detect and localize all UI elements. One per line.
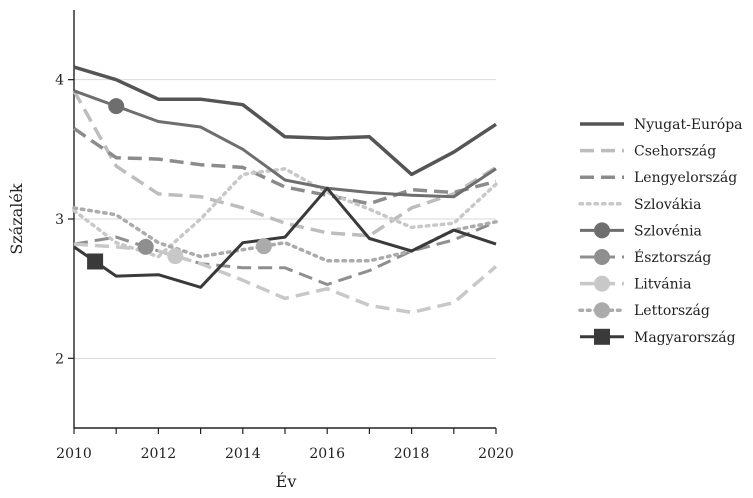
y-tick-label: 4 <box>55 73 64 89</box>
series-line-8 <box>73 186 497 289</box>
x-tick-label: 2018 <box>394 446 430 462</box>
x-tick-label: 2012 <box>141 446 177 462</box>
series-marker-square <box>87 253 104 270</box>
series-line-4 <box>73 89 497 199</box>
x-tick-label: 2014 <box>225 446 261 462</box>
axes: 2 3 4 2010 2012 2014 2016 2018 2020 <box>55 10 514 462</box>
y-tick-label: 3 <box>55 212 64 228</box>
legend-label: Litvánia <box>634 277 692 293</box>
legend-label: Magyarország <box>634 330 736 346</box>
x-tick-label: 2020 <box>478 446 514 462</box>
x-tick-label: 2016 <box>309 446 345 462</box>
legend-label: Nyugat-Európa <box>634 117 743 133</box>
series-marker-circle <box>108 98 125 115</box>
legend-label: Észtország <box>634 248 711 266</box>
legend-marker-circle <box>594 249 610 265</box>
x-axis-title: Év <box>276 471 297 491</box>
x-tick-label: 2010 <box>56 446 92 462</box>
series-line-2 <box>73 126 497 206</box>
series-line-7 <box>72 206 498 263</box>
y-axis-title: Százalék <box>7 183 26 254</box>
series-layer <box>72 65 498 315</box>
grid <box>74 79 496 359</box>
legend-label: Lengyelország <box>634 170 737 186</box>
series-marker-circle <box>167 248 184 265</box>
legend-label: Csehország <box>634 144 716 160</box>
series-marker-circle <box>137 238 154 255</box>
legend-marker-circle <box>594 302 610 319</box>
legend-label: Lettország <box>634 303 710 319</box>
y-tick-label: 2 <box>55 351 64 367</box>
series-line-6 <box>73 242 498 315</box>
legend-marker-circle <box>594 222 610 239</box>
marker-layer <box>87 98 272 270</box>
legend-marker-circle <box>594 275 610 292</box>
series-marker-circle <box>255 238 272 255</box>
legend-marker-square <box>594 328 610 345</box>
legend-label: Szlovénia <box>634 223 702 239</box>
legend-label: Szlovákia <box>634 197 701 213</box>
legend: Nyugat-Európa Csehország Lengyelország Szlo… <box>578 117 743 346</box>
